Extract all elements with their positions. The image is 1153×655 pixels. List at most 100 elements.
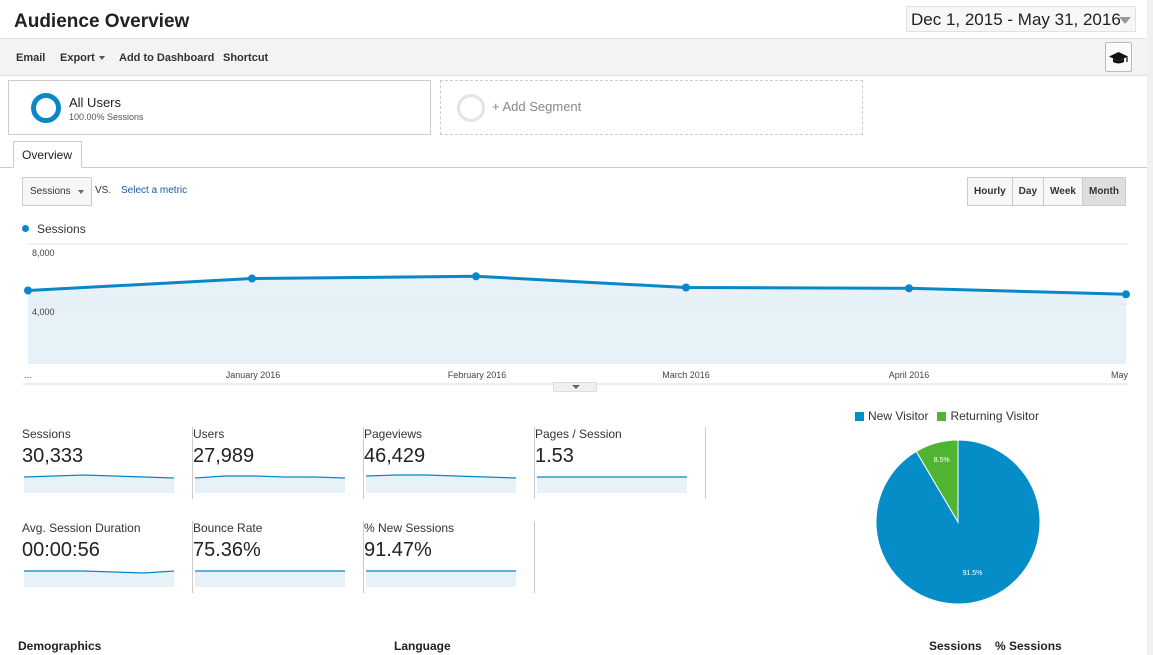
segment-name: All Users [69, 95, 122, 110]
visitor-type-pie-chart[interactable]: 91.5% 8.5% [868, 432, 1048, 612]
sparkline-fill [195, 571, 345, 587]
report-toolbar: Email Export Add to Dashboard Shortcut [0, 38, 1147, 76]
date-range-picker[interactable]: Dec 1, 2015 - May 31, 2016 [906, 6, 1136, 32]
scorecard[interactable]: Bounce Rate 75.36% [193, 521, 364, 611]
scorecard[interactable]: Users 27,989 [193, 427, 364, 517]
scorecard-label: Pageviews [364, 427, 423, 441]
chevron-down-icon [572, 385, 580, 389]
sessions-data-point[interactable] [248, 274, 256, 283]
x-tick-label: January 2016 [226, 370, 281, 380]
granularity-hourly[interactable]: Hourly [968, 178, 1013, 205]
scorecard-sparkline [537, 476, 687, 493]
intelligence-button[interactable] [1105, 42, 1132, 72]
sparkline-fill [366, 571, 516, 587]
scorecard-divider [534, 521, 535, 593]
export-button[interactable]: Export [60, 52, 105, 64]
scorecard-sparkline [366, 474, 517, 493]
sessions-line-chart[interactable]: 8,000 4,000... January 2016 February 2016 Ma… [0, 240, 1147, 385]
scorecard-label: % New Sessions [364, 521, 455, 535]
scorecard-divider [192, 521, 193, 593]
scorecard-label: Users [193, 427, 225, 441]
y-tick-label: 8,000 [32, 248, 55, 258]
scorecard[interactable]: % New Sessions 91.47% [364, 521, 535, 611]
scorecard-label: Sessions [22, 427, 71, 441]
granularity-day[interactable]: Day [1013, 178, 1045, 205]
pie-slice-returning-visitor[interactable] [915, 439, 959, 524]
granularity-week[interactable]: Week [1044, 178, 1083, 205]
granularity-toggle: Hourly Day Week Month [967, 177, 1126, 206]
x-tick-label: March 2016 [662, 370, 710, 380]
scorecard-divider [363, 521, 364, 593]
pie-legend-item: New Visitor [855, 409, 928, 423]
x-tick-label: February 2016 [448, 370, 507, 380]
legend-label-new: New Visitor [868, 409, 929, 423]
vs-label: VS. [95, 185, 112, 196]
select-metric-link[interactable]: Select a metric [121, 185, 188, 196]
add-segment-button[interactable]: + Add Segment [440, 80, 863, 135]
language-heading: Language [394, 639, 451, 653]
page-title: Audience Overview [14, 11, 190, 32]
y-tick-label: 4,000 [32, 307, 55, 317]
scorecard-value: 91.47% [364, 539, 432, 561]
scorecard-value: 30,333 [22, 445, 84, 467]
sparkline-line [24, 570, 175, 574]
pie-slice-label: 91.5% [963, 570, 983, 577]
x-tick-label: May [1111, 370, 1129, 380]
pie-legend: New Visitor Returning Visitor [855, 409, 1039, 423]
add-segment-label: + Add Segment [492, 99, 582, 114]
scorecard-label: Pages / Session [535, 427, 622, 441]
date-range-label: Dec 1, 2015 - May 31, 2016 [911, 10, 1121, 29]
metric-selector-label: Sessions [30, 186, 71, 197]
sessions-data-point[interactable] [905, 284, 913, 293]
legend-swatch-returning [937, 412, 947, 421]
metric-selector[interactable]: Sessions [22, 177, 92, 206]
sessions-area-fill [28, 276, 1126, 364]
legend-label-returning: Returning Visitor [950, 409, 1039, 423]
pie-legend-item: Returning Visitor [937, 409, 1039, 423]
scorecard[interactable]: Pages / Session 1.53 [535, 427, 706, 517]
scorecard-divider [705, 427, 706, 499]
segment-all-users[interactable]: All Users 100.00% Sessions [8, 80, 431, 135]
email-button[interactable]: Email [16, 52, 46, 64]
pct-sessions-column-header: % Sessions [995, 639, 1062, 653]
sessions-data-point[interactable] [1122, 290, 1130, 299]
scorecard-label: Bounce Rate [193, 521, 263, 535]
tab-overview[interactable]: Overview [13, 141, 82, 168]
scorecard[interactable]: Pageviews 46,429 [364, 427, 535, 517]
scorecard-value: 1.53 [535, 445, 574, 467]
graduation-cap-icon [1109, 52, 1128, 64]
legend-swatch-new [855, 412, 864, 421]
sessions-series-line [27, 274, 1127, 296]
scorecard-divider [363, 427, 364, 499]
sparkline-fill [366, 475, 516, 493]
scorecard-label: Avg. Session Duration [22, 521, 141, 535]
sparkline-line [366, 474, 517, 479]
scorecard[interactable]: Sessions 30,333 [22, 427, 193, 517]
x-tick-label: ... [24, 370, 32, 380]
vertical-scrollbar[interactable] [1147, 0, 1153, 655]
scorecard-sparkline [195, 570, 345, 587]
chart-collapse-handle[interactable] [553, 382, 597, 392]
shortcut-button[interactable]: Shortcut [223, 52, 269, 64]
scorecard-value: 00:00:56 [22, 539, 100, 561]
demographics-heading: Demographics [18, 639, 102, 653]
segment-ring-icon [31, 93, 61, 123]
scorecard-divider [192, 427, 193, 499]
add-to-dashboard-button[interactable]: Add to Dashboard [119, 52, 215, 64]
scorecard[interactable]: Avg. Session Duration 00:00:56 [22, 521, 193, 611]
sparkline-fill [537, 477, 687, 493]
legend-dot-icon [22, 225, 29, 232]
scorecard-divider [534, 427, 535, 499]
tab-divider [0, 167, 1147, 168]
sessions-data-point[interactable] [472, 272, 480, 281]
scorecard-sparkline [24, 474, 175, 493]
sessions-data-point[interactable] [682, 283, 690, 292]
sparkline-fill [24, 571, 174, 587]
chart-legend-sessions: Sessions [37, 222, 86, 236]
granularity-month[interactable]: Month [1082, 178, 1125, 205]
sparkline-line [24, 474, 175, 479]
scorecard-sparkline [195, 475, 346, 493]
export-label: Export [60, 52, 95, 64]
sessions-data-point[interactable] [24, 286, 32, 295]
chevron-down-icon [78, 190, 84, 194]
